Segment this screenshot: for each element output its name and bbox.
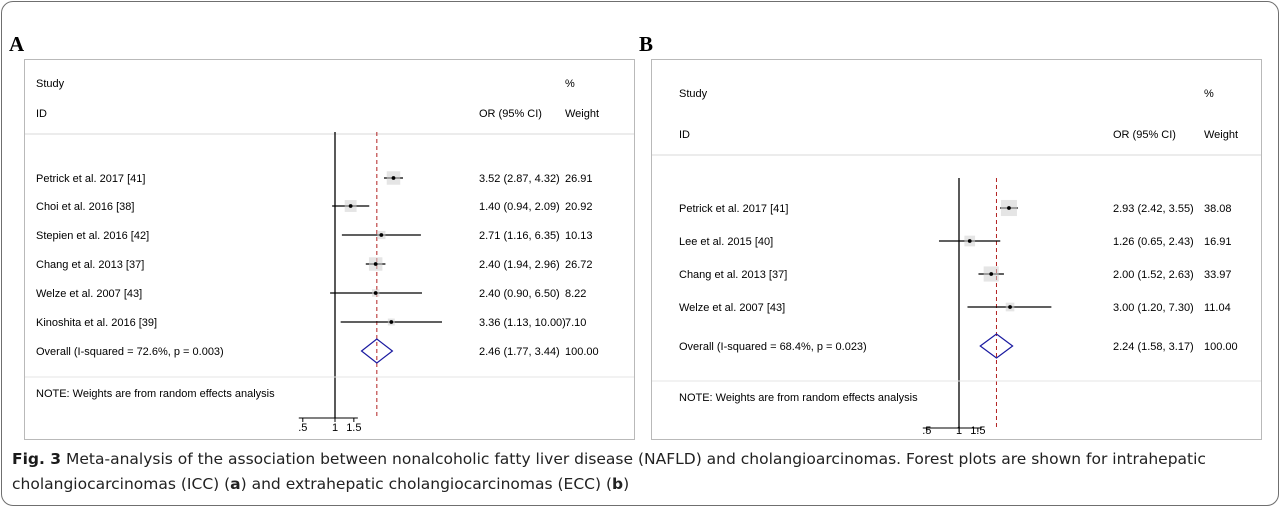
forest-plot-a: Study ID OR (95% CI)% Weight Petrick et al. … xyxy=(25,78,634,434)
overall-label-b: Overall (I-squared = 68.4%, p = 0.023) xyxy=(679,341,867,353)
note-text-a: NOTE: Weights are from random effects an… xyxy=(36,388,275,400)
weight-text-a: 26.72 xyxy=(565,259,593,271)
weight-text-b: 33.97 xyxy=(1204,269,1232,281)
header-or-b: OR (95% CI) xyxy=(1113,129,1176,141)
header-id-b: ID xyxy=(679,129,690,141)
point-estimate-a xyxy=(373,291,378,295)
figure-label: Fig. 3 xyxy=(12,450,62,468)
caption-text-3: ) xyxy=(623,475,630,493)
point-estimate-b xyxy=(1008,305,1012,309)
overall-weight-text-b: 100.00 xyxy=(1204,341,1238,353)
study-label-a: Chang et al. 2013 [37] xyxy=(36,259,144,271)
forest-plot-a-box: Study ID OR (95% CI)% Weight Petrick et al. … xyxy=(24,59,635,440)
header-pct-a: % xyxy=(565,78,575,90)
ci-text-a: 2.71 (1.16, 6.35) xyxy=(479,230,560,242)
point-estimate-b xyxy=(989,272,994,276)
x-tick-label-a: .5 xyxy=(298,422,307,434)
study-label-b: Chang et al. 2013 [37] xyxy=(679,269,787,281)
point-estimate-a xyxy=(373,262,378,266)
study-label-a: Kinoshita et al. 2016 [39] xyxy=(36,317,157,329)
x-tick-label-a: 1 xyxy=(332,422,338,434)
weight-text-b: 38.08 xyxy=(1204,203,1232,215)
forest-plot-b: Study ID OR (95% CI)% Weight Petrick et al. … xyxy=(652,88,1261,437)
x-tick-label-a: 1.5 xyxy=(346,422,361,434)
panel-letter-a: A xyxy=(9,32,25,56)
weight-text-a: 8.22 xyxy=(565,288,586,300)
point-estimate-a xyxy=(389,320,394,324)
study-label-b: Lee et al. 2015 [40] xyxy=(679,236,773,248)
ci-text-a: 3.52 (2.87, 4.32) xyxy=(479,173,560,185)
forest-plot-b-box: Study ID OR (95% CI)% Weight Petrick et al. … xyxy=(651,59,1262,440)
header-study-a: Study xyxy=(36,78,65,90)
ci-text-b: 2.93 (2.42, 3.55) xyxy=(1113,203,1194,215)
point-estimate-a xyxy=(379,233,384,237)
weight-text-a: 7.10 xyxy=(565,317,586,329)
header-weight-a: Weight xyxy=(565,108,599,120)
header-pct-b: % xyxy=(1204,88,1214,100)
ci-text-b: 3.00 (1.20, 7.30) xyxy=(1113,302,1194,314)
study-label-a: Petrick et al. 2017 [41] xyxy=(36,173,145,185)
caption-letter-a: a xyxy=(230,475,241,493)
overall-weight-text-a: 100.00 xyxy=(565,346,599,358)
study-label-b: Petrick et al. 2017 [41] xyxy=(679,203,788,215)
study-label-a: Stepien et al. 2016 [42] xyxy=(36,230,149,242)
x-tick-label-b: 1 xyxy=(956,425,962,437)
x-tick-label-b: 1.5 xyxy=(970,425,985,437)
ci-text-a: 1.40 (0.94, 2.09) xyxy=(479,201,560,213)
weight-text-a: 26.91 xyxy=(565,173,593,185)
weight-text-b: 11.04 xyxy=(1204,302,1231,314)
point-estimate-b xyxy=(967,239,972,243)
ci-text-a: 2.40 (1.94, 2.96) xyxy=(479,259,560,271)
point-estimate-b xyxy=(1007,206,1011,210)
caption-text-2: ) and extrahepatic cholangiocarcinomas (… xyxy=(240,475,612,493)
figure-caption: Fig. 3 Meta-analysis of the association … xyxy=(12,447,1274,497)
weight-text-a: 20.92 xyxy=(565,201,593,213)
note-text-b: NOTE: Weights are from random effects an… xyxy=(679,392,918,404)
caption-letter-b: b xyxy=(612,475,624,493)
header-or-a: OR (95% CI) xyxy=(479,108,542,120)
overall-label-a: Overall (I-squared = 72.6%, p = 0.003) xyxy=(36,346,224,358)
ci-text-b: 1.26 (0.65, 2.43) xyxy=(1113,236,1194,248)
study-label-a: Choi et al. 2016 [38] xyxy=(36,201,134,213)
overall-diamond-b xyxy=(979,333,1014,359)
point-estimate-a xyxy=(391,176,396,180)
ci-text-a: 3.36 (1.13, 10.00) xyxy=(479,317,566,329)
caption-text-1: Meta-analysis of the association between… xyxy=(12,450,1206,493)
point-estimate-a xyxy=(348,204,353,208)
overall-ci-text-b: 2.24 (1.58, 3.17) xyxy=(1113,341,1194,353)
overall-ci-text-a: 2.46 (1.77, 3.44) xyxy=(479,346,560,358)
header-weight-b: Weight xyxy=(1204,129,1238,141)
overall-diamond-a xyxy=(360,338,394,364)
weight-text-b: 16.91 xyxy=(1204,236,1232,248)
header-id-a: ID xyxy=(36,108,47,120)
x-tick-label-b: .5 xyxy=(922,425,931,437)
ci-text-b: 2.00 (1.52, 2.63) xyxy=(1113,269,1194,281)
ci-text-a: 2.40 (0.90, 6.50) xyxy=(479,288,560,300)
study-label-b: Welze et al. 2007 [43] xyxy=(679,302,785,314)
panel-letter-b: B xyxy=(639,32,654,56)
header-study-b: Study xyxy=(679,88,708,100)
weight-text-a: 10.13 xyxy=(565,230,593,242)
study-label-a: Welze et al. 2007 [43] xyxy=(36,288,142,300)
